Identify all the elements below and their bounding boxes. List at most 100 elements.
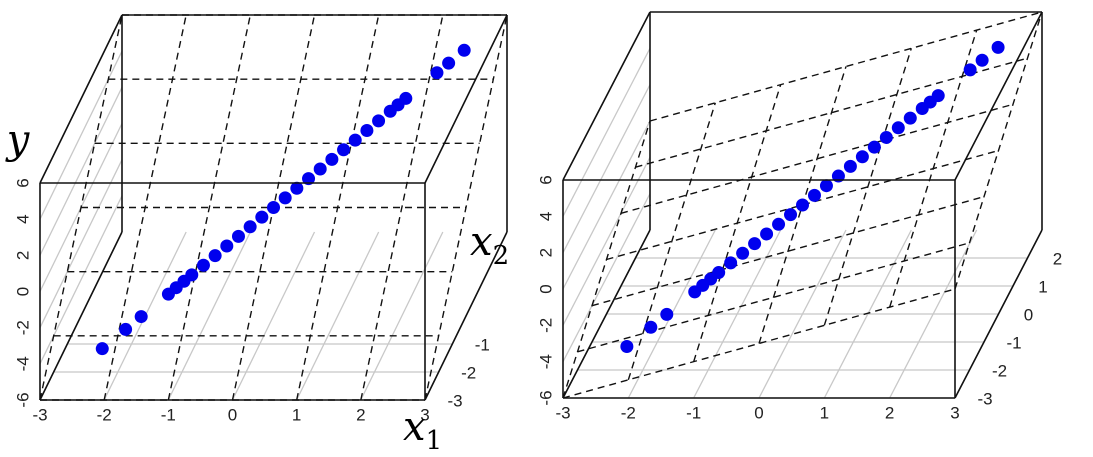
plane-line [360,14,444,401]
point [337,143,351,157]
point [119,322,133,336]
y-grid-line [39,87,123,256]
x1-axis-label-main: x [403,404,426,450]
box-edge [954,11,1043,181]
plane-line [591,195,985,307]
y-tick-label: 0 [13,287,32,296]
x1-axis-label: x1 [403,404,442,456]
point [620,340,634,354]
point [231,229,245,243]
point [855,150,869,164]
x1-tick-label: -3 [32,405,47,424]
x1-axis-label-sub: 1 [426,426,443,456]
point [95,342,109,356]
plane-line [823,48,913,326]
x1-tick-label: -1 [686,403,701,422]
x1-tick-label: -3 [555,403,570,422]
point [255,210,269,224]
y-grid-line [562,84,651,253]
point [903,111,917,125]
point [879,130,893,144]
x2-axis-label-main: x [470,219,493,265]
x1-tick-label: 0 [754,403,763,422]
point [196,258,210,272]
y-grid-line [562,120,651,290]
point [963,63,977,77]
y-axis-label: y [5,117,31,163]
plane-line [627,102,717,381]
point [399,91,413,105]
point [208,249,222,263]
x2-tick-label: -1 [1006,333,1021,352]
point [267,201,280,214]
box-edge [39,231,123,401]
point [243,220,257,234]
y-tick-label: 0 [536,284,555,293]
point [302,172,316,186]
point [867,140,881,154]
plane-line [649,11,1043,122]
x2-tick-label: -2 [992,361,1007,380]
y-tick-label: 4 [536,212,555,221]
x1-tick-label: -2 [97,405,112,424]
y-grid-line [562,193,651,362]
x2-tick-label: -3 [977,389,992,408]
y-grid-line [39,195,123,365]
x1-tick-label: 1 [820,403,829,422]
point [819,179,833,193]
point [760,227,774,241]
y-grid-line [562,48,651,217]
y-tick-label: -4 [13,356,32,371]
x2-tick-label: 1 [1038,277,1047,296]
y-tick-label: 4 [13,214,32,223]
y-tick-label: 6 [13,178,32,187]
point [931,89,945,103]
plane-line [606,149,999,261]
point [712,266,726,280]
x1-tick-label: 3 [950,403,959,422]
point [348,133,362,147]
plane-line [562,288,956,399]
y-tick-label: -6 [536,390,555,405]
point [360,124,374,137]
y-tick-label: -6 [13,392,32,407]
y-tick-label: -2 [536,318,555,333]
point [325,152,339,166]
point [724,256,738,270]
y-grid-line [39,50,123,220]
point [784,208,798,222]
box-edge [562,229,651,399]
x1-tick-label: -2 [621,403,636,422]
point [843,159,857,173]
point [772,217,786,231]
point [991,40,1005,54]
x2-axis-label-sub: 2 [493,241,510,271]
point [644,320,658,334]
y-tick-label: -2 [13,320,32,335]
point [372,114,386,128]
x2-tick-label: -2 [461,363,476,382]
box-edge [562,11,651,181]
y-grid-line [562,157,651,326]
point [278,191,292,205]
plane-line [635,57,1028,168]
plane-line [620,103,1014,215]
point [185,268,199,282]
x2-tick-label: 0 [1024,305,1033,324]
x1-tick-label: 3 [420,405,429,424]
point [220,239,234,253]
box-edge [39,14,123,184]
x1-tick-label: 2 [885,403,894,422]
box-edge [424,14,508,184]
point [430,66,444,80]
point [891,121,905,135]
box-edge [424,231,508,401]
y-tick-label: -4 [536,354,555,369]
plane-line [577,242,970,353]
point [290,181,304,195]
x2-tick-label: -1 [475,335,490,354]
x2-tick-label: 2 [1053,249,1062,268]
